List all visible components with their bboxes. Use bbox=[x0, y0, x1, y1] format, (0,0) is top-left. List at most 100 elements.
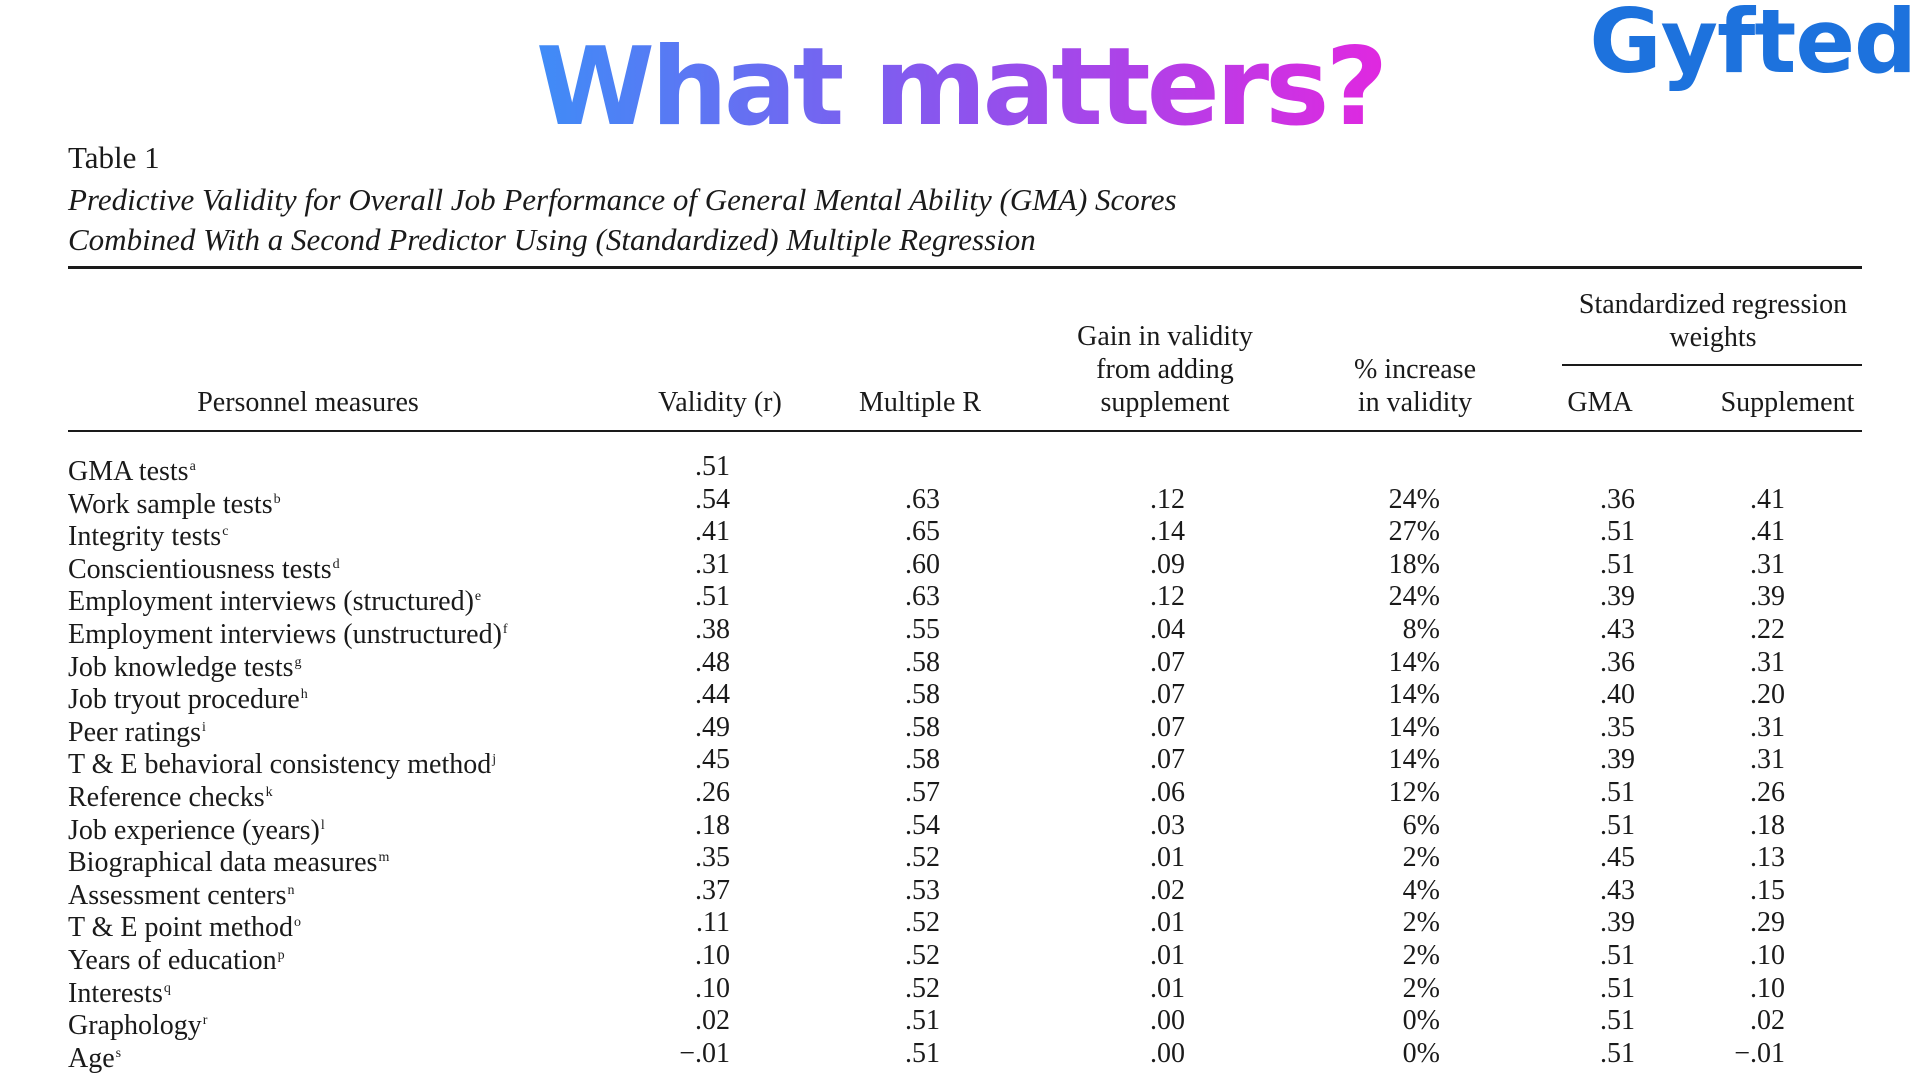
supplement-weight-cell: .26 bbox=[1750, 776, 1785, 808]
footnote-marker: f bbox=[502, 621, 508, 637]
footnote-marker: g bbox=[294, 654, 302, 670]
validity-cell: .10 bbox=[695, 939, 730, 971]
footnote-marker: p bbox=[277, 947, 285, 963]
gma-weight-cell: .51 bbox=[1600, 809, 1635, 841]
validity-cell: .41 bbox=[695, 516, 730, 548]
measure-name: Biographical data measures bbox=[68, 847, 378, 879]
validity-cell: .49 bbox=[695, 711, 730, 743]
measure-name-cell: Peer ratingsi bbox=[68, 712, 206, 750]
slide-title-text: What matters? bbox=[535, 25, 1388, 150]
gma-weight-cell: .51 bbox=[1600, 548, 1635, 580]
multiple-r-cell: .52 bbox=[905, 842, 940, 874]
supplement-weight-cell: .31 bbox=[1750, 711, 1785, 743]
measure-name-cell: Interestsq bbox=[68, 973, 171, 1011]
validity-cell: .54 bbox=[695, 483, 730, 515]
measure-name: Job tryout procedure bbox=[68, 684, 300, 716]
footnote-marker: a bbox=[189, 459, 196, 474]
measure-name-cell: Job experience (years)l bbox=[68, 810, 325, 848]
percent-increase-cell: 4% bbox=[1402, 874, 1440, 906]
gain-cell: .07 bbox=[1150, 679, 1185, 711]
percent-increase-cell: 24% bbox=[1388, 483, 1440, 515]
percent-increase-cell: 2% bbox=[1402, 972, 1440, 1004]
gma-weight-cell: .51 bbox=[1600, 1005, 1635, 1037]
supplement-weight-cell: .29 bbox=[1750, 907, 1785, 939]
gma-weight-cell: .51 bbox=[1600, 1037, 1635, 1069]
footnote-marker: c bbox=[222, 524, 229, 540]
gain-cell: .14 bbox=[1150, 516, 1185, 548]
multiple-r-cell: .58 bbox=[905, 679, 940, 711]
supplement-weight-cell: .20 bbox=[1750, 679, 1785, 711]
multiple-r-cell: .65 bbox=[905, 516, 940, 548]
table-row: T & E behavioral consistency methodj .45.… bbox=[0, 744, 1920, 780]
gain-cell: .02 bbox=[1150, 874, 1185, 906]
multiple-r-cell: .52 bbox=[905, 939, 940, 971]
multiple-r-cell: .63 bbox=[905, 581, 940, 613]
measure-name: Reference checks bbox=[68, 781, 265, 813]
gma-weight-cell: .51 bbox=[1600, 516, 1635, 548]
footnote-marker: j bbox=[492, 752, 497, 768]
table-row: Years of educationp .10 .52 .01 2% .51 .10 bbox=[0, 939, 1920, 976]
header-gain-line-1: Gain in validity bbox=[1077, 321, 1253, 352]
table-row: Employment interviews (structured)e .51 .6… bbox=[0, 581, 1920, 617]
measure-name-cell: T & E point methodo bbox=[68, 907, 301, 945]
validity-cell: .31 bbox=[695, 548, 730, 580]
header-validity: Validity (r) bbox=[658, 387, 782, 418]
header-gain-in-validity: Gain in validity from adding supplement bbox=[1040, 320, 1290, 419]
measure-name: GMA tests bbox=[68, 456, 189, 487]
gain-cell: .07 bbox=[1150, 646, 1185, 678]
gain-cell: .01 bbox=[1150, 842, 1185, 874]
footnote-marker: d bbox=[332, 556, 340, 572]
header-personnel-measures: Personnel measures bbox=[197, 387, 419, 418]
header-pct-line-1: % increase bbox=[1353, 354, 1477, 385]
multiple-r-cell: .53 bbox=[905, 874, 940, 906]
footnote-marker: e bbox=[474, 589, 482, 605]
multiple-r-cell: .57 bbox=[905, 776, 940, 808]
table-row: Graphologyr .02 .51 .00 0% .51 .02 bbox=[0, 1005, 1920, 1041]
table-row: Biographical data measuresm .35 .52 .01 2% .4… bbox=[0, 842, 1920, 878]
validity-cell: .51 bbox=[695, 581, 730, 613]
measure-name-cell: Biographical data measuresm bbox=[68, 842, 389, 880]
supplement-weight-cell: .18 bbox=[1750, 809, 1785, 841]
percent-increase-cell: 14% bbox=[1388, 646, 1440, 678]
gma-weight-cell: .45 bbox=[1600, 842, 1635, 874]
validity-cell: .35 bbox=[695, 842, 730, 874]
measure-name-cell: Graphologyr bbox=[68, 1005, 207, 1043]
supplement-weight-cell: −.01 bbox=[1734, 1037, 1785, 1069]
validity-cell: −.01 bbox=[679, 1037, 730, 1069]
supplement-weight-cell: .02 bbox=[1750, 1005, 1785, 1037]
footnote-marker: q bbox=[163, 980, 171, 996]
multiple-r-cell: .51 bbox=[905, 1037, 940, 1069]
multiple-r-cell: .52 bbox=[905, 972, 940, 1004]
multiple-r-cell: .52 bbox=[905, 907, 940, 939]
weights-rule bbox=[1562, 364, 1862, 366]
validity-cell: .11 bbox=[696, 907, 730, 939]
gma-weight-cell: .36 bbox=[1600, 646, 1635, 678]
footnote-marker: i bbox=[201, 719, 206, 735]
table-caption: Predictive Validity for Overall Job Perf… bbox=[68, 180, 1177, 260]
table-row: Peer ratingsi .49 .58 .07 14% .35 .31 bbox=[0, 711, 1920, 748]
gain-cell: .12 bbox=[1150, 483, 1185, 515]
table-body: GMA testsa .51 Work sample testsb .54 .63 .12… bbox=[0, 451, 1920, 1074]
measure-name-cell: Employment interviews (structured)e bbox=[68, 581, 481, 619]
validity-cell: .37 bbox=[695, 874, 730, 906]
header-pct-line-2: in validity bbox=[1357, 387, 1473, 418]
footnote-marker: b bbox=[273, 491, 281, 507]
multiple-r-cell: .54 bbox=[905, 809, 940, 841]
footnote-marker: m bbox=[378, 850, 390, 866]
measure-name: Job experience (years) bbox=[68, 814, 320, 846]
slide-title: What matters? bbox=[0, 34, 1920, 142]
supplement-weight-cell: .31 bbox=[1750, 646, 1785, 678]
footnote-marker: k bbox=[265, 784, 273, 800]
gain-cell: .09 bbox=[1150, 548, 1185, 580]
supplement-weight-cell: .22 bbox=[1750, 613, 1785, 645]
gma-weight-cell: .35 bbox=[1600, 711, 1635, 743]
measure-name: Employment interviews (unstructured) bbox=[68, 618, 502, 650]
header-gain-line-3: supplement bbox=[1100, 387, 1230, 418]
measure-name-cell: Reference checksk bbox=[68, 777, 273, 815]
measure-name-cell: Job tryout procedureh bbox=[68, 679, 308, 717]
validity-cell: .10 bbox=[695, 972, 730, 1004]
header-supplement: Supplement bbox=[1720, 387, 1855, 418]
table-row: Job tryout procedureh .44 .58 .07 14% .40 .20 bbox=[0, 679, 1920, 715]
table-row: Ages −.01 .51 .00 0% .51 −.01 bbox=[0, 1037, 1920, 1074]
measure-name: Integrity tests bbox=[68, 521, 222, 553]
